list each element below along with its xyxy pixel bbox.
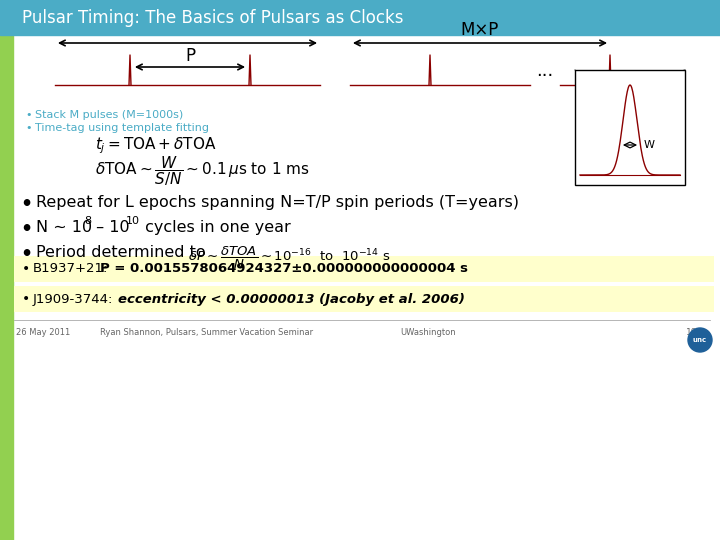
Text: 8: 8 xyxy=(84,216,91,226)
Text: N ∼ 10: N ∼ 10 xyxy=(36,220,92,235)
Text: Time-tag using template fitting: Time-tag using template fitting xyxy=(35,123,209,133)
Text: $\delta\mathrm{TOA} \sim \dfrac{W}{S/N} \sim 0.1\,\mu\mathrm{s\ to\ 1\ ms}$: $\delta\mathrm{TOA} \sim \dfrac{W}{S/N} … xyxy=(95,154,310,188)
Text: ...: ... xyxy=(536,62,554,80)
Text: J1909-3744:: J1909-3744: xyxy=(33,293,113,306)
Text: B1937+21:: B1937+21: xyxy=(33,262,109,275)
Text: •: • xyxy=(20,245,32,264)
Text: Ryan Shannon, Pulsars, Summer Vacation Seminar: Ryan Shannon, Pulsars, Summer Vacation S… xyxy=(100,328,313,337)
Text: Repeat for L epochs spanning N=T/P spin periods (T=years): Repeat for L epochs spanning N=T/P spin … xyxy=(36,195,519,210)
Text: P = 0.0015578064924327±0.000000000000004 s: P = 0.0015578064924327±0.000000000000004… xyxy=(100,262,468,275)
Text: P: P xyxy=(185,47,195,65)
Text: 26 May 2011: 26 May 2011 xyxy=(16,328,71,337)
Text: •: • xyxy=(22,262,30,276)
Text: •: • xyxy=(25,110,32,120)
Text: W: W xyxy=(644,140,655,150)
Text: •: • xyxy=(20,195,32,214)
Text: cycles in one year: cycles in one year xyxy=(140,220,291,235)
Bar xyxy=(0,0,720,35)
Text: M×P: M×P xyxy=(461,21,499,39)
Text: •: • xyxy=(20,220,32,239)
Bar xyxy=(575,70,685,185)
Bar xyxy=(14,256,714,282)
Text: •: • xyxy=(25,123,32,133)
Bar xyxy=(14,286,714,312)
Text: Pulsar Timing: The Basics of Pulsars as Clocks: Pulsar Timing: The Basics of Pulsars as … xyxy=(22,9,403,27)
Text: $\delta P \sim \dfrac{\delta TOA}{N} \sim 10^{-16}$  to  $10^{-14}$ s: $\delta P \sim \dfrac{\delta TOA}{N} \si… xyxy=(188,245,390,271)
Text: 19: 19 xyxy=(685,328,697,337)
Text: •: • xyxy=(22,292,30,306)
Text: Stack M pulses (M=1000s): Stack M pulses (M=1000s) xyxy=(35,110,184,120)
Text: 10: 10 xyxy=(126,216,140,226)
Text: UWashington: UWashington xyxy=(400,328,456,337)
Bar xyxy=(0,0,13,540)
Text: $t_j = \mathrm{TOA} + \delta\mathrm{TOA}$: $t_j = \mathrm{TOA} + \delta\mathrm{TOA}… xyxy=(95,135,217,156)
Text: – 10: – 10 xyxy=(91,220,130,235)
Circle shape xyxy=(688,328,712,352)
Text: Period determined to: Period determined to xyxy=(36,245,206,260)
Text: unc: unc xyxy=(693,337,707,343)
Text: eccentricity < 0.00000013 (Jacoby et al. 2006): eccentricity < 0.00000013 (Jacoby et al.… xyxy=(118,293,465,306)
